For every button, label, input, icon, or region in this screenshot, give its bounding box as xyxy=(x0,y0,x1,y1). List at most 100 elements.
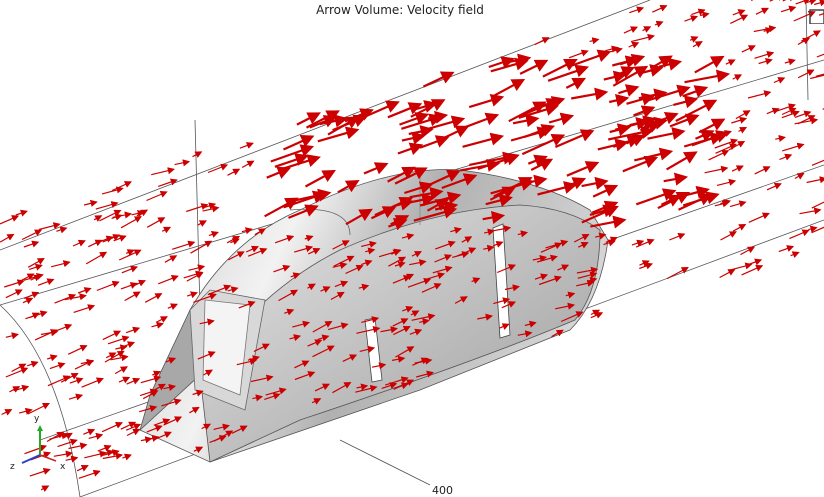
velocity-arrow xyxy=(775,134,786,142)
velocity-arrow xyxy=(555,302,576,310)
velocity-arrow xyxy=(778,245,795,253)
velocity-arrow xyxy=(410,310,420,317)
velocity-arrow xyxy=(88,432,104,440)
velocity-arrow xyxy=(356,325,381,334)
velocity-arrow xyxy=(576,266,599,274)
velocity-arrow xyxy=(131,209,145,217)
velocity-arrow xyxy=(780,5,797,13)
velocity-arrow xyxy=(289,334,302,342)
velocity-arrow xyxy=(725,59,736,66)
velocity-arrow xyxy=(397,142,424,156)
velocity-arrow xyxy=(808,225,818,233)
velocity-arrow xyxy=(5,367,29,378)
velocity-arrow xyxy=(189,406,200,414)
velocity-arrow xyxy=(96,280,120,292)
velocity-arrow xyxy=(37,278,55,286)
velocity-arrow xyxy=(492,241,504,248)
velocity-arrow xyxy=(587,276,598,284)
velocity-arrow xyxy=(47,354,58,362)
velocity-arrow xyxy=(5,332,19,340)
velocity-arrow xyxy=(213,423,230,431)
velocity-arrow xyxy=(328,322,349,331)
velocity-arrow xyxy=(40,329,59,337)
velocity-arrow xyxy=(799,207,822,215)
velocity-arrow xyxy=(317,126,360,143)
velocity-arrow xyxy=(635,188,677,206)
velocity-arrow xyxy=(9,386,21,393)
velocity-arrow xyxy=(50,260,71,268)
velocity-arrow xyxy=(512,114,540,128)
velocity-arrow xyxy=(111,213,123,221)
axis-z-label: z xyxy=(10,462,15,472)
axis-y-label: y xyxy=(34,414,40,424)
velocity-arrow xyxy=(613,66,636,79)
velocity-arrow xyxy=(18,407,33,415)
velocity-arrow xyxy=(391,355,406,363)
velocity-arrow xyxy=(126,428,141,437)
velocity-arrow xyxy=(290,272,301,280)
velocity-arrow xyxy=(730,262,753,271)
velocity-arrow xyxy=(197,220,207,227)
velocity-arrow xyxy=(164,255,178,263)
velocity-arrow xyxy=(192,389,204,397)
velocity-arrow xyxy=(409,328,423,336)
velocity-arrow xyxy=(419,318,430,326)
velocity-arrow xyxy=(361,259,373,267)
velocity-arrow xyxy=(165,357,177,364)
velocity-arrow xyxy=(595,232,607,240)
velocity-arrow xyxy=(305,110,340,129)
velocity-arrow xyxy=(183,270,203,279)
velocity-arrow xyxy=(140,436,153,444)
velocity-arrow xyxy=(748,212,770,223)
velocity-arrow xyxy=(107,335,130,345)
velocity-arrow xyxy=(635,238,655,248)
velocity-arrow xyxy=(192,151,203,158)
velocity-arrow xyxy=(741,45,756,53)
velocity-arrow xyxy=(675,99,718,122)
velocity-arrow xyxy=(754,50,775,59)
velocity-arrow xyxy=(608,93,630,107)
velocity-arrow xyxy=(432,265,453,274)
velocity-arrow xyxy=(517,330,533,338)
velocity-arrow xyxy=(265,387,287,396)
velocity-arrow xyxy=(309,115,338,129)
velocity-arrow xyxy=(304,234,314,242)
velocity-arrow xyxy=(282,154,321,170)
velocity-arrow xyxy=(633,105,656,118)
velocity-arrow xyxy=(639,262,654,270)
velocity-arrow xyxy=(69,377,84,385)
velocity-arrow xyxy=(73,304,96,313)
velocity-arrow xyxy=(0,233,15,243)
velocity-arrow xyxy=(113,235,127,242)
velocity-arrow xyxy=(193,446,204,454)
velocity-arrow xyxy=(208,231,219,238)
velocity-arrow xyxy=(100,449,115,457)
velocity-arrow xyxy=(534,273,549,281)
velocity-arrow xyxy=(782,0,796,2)
velocity-arrow xyxy=(53,450,74,458)
velocity-arrow xyxy=(652,5,668,13)
velocity-arrow xyxy=(144,293,163,303)
velocity-arrow xyxy=(102,234,121,243)
velocity-arrow xyxy=(797,69,815,79)
velocity-arrow xyxy=(399,112,430,126)
velocity-arrow xyxy=(122,453,132,461)
velocity-arrow xyxy=(720,199,732,207)
velocity-arrow xyxy=(356,383,369,391)
velocity-arrow xyxy=(577,271,598,279)
velocity-arrow xyxy=(142,390,159,400)
velocity-arrow xyxy=(40,485,50,492)
velocity-arrow xyxy=(638,64,664,77)
velocity-arrow xyxy=(332,114,368,132)
velocity-arrow xyxy=(81,377,104,388)
velocity-arrow xyxy=(385,376,409,386)
velocity-arrow xyxy=(695,129,715,142)
velocity-arrow xyxy=(95,201,119,210)
velocity-arrow xyxy=(758,57,773,65)
velocity-arrow xyxy=(421,283,442,293)
velocity-arrow xyxy=(454,296,468,304)
velocity-arrow xyxy=(188,264,206,272)
velocity-arrow xyxy=(548,112,575,126)
